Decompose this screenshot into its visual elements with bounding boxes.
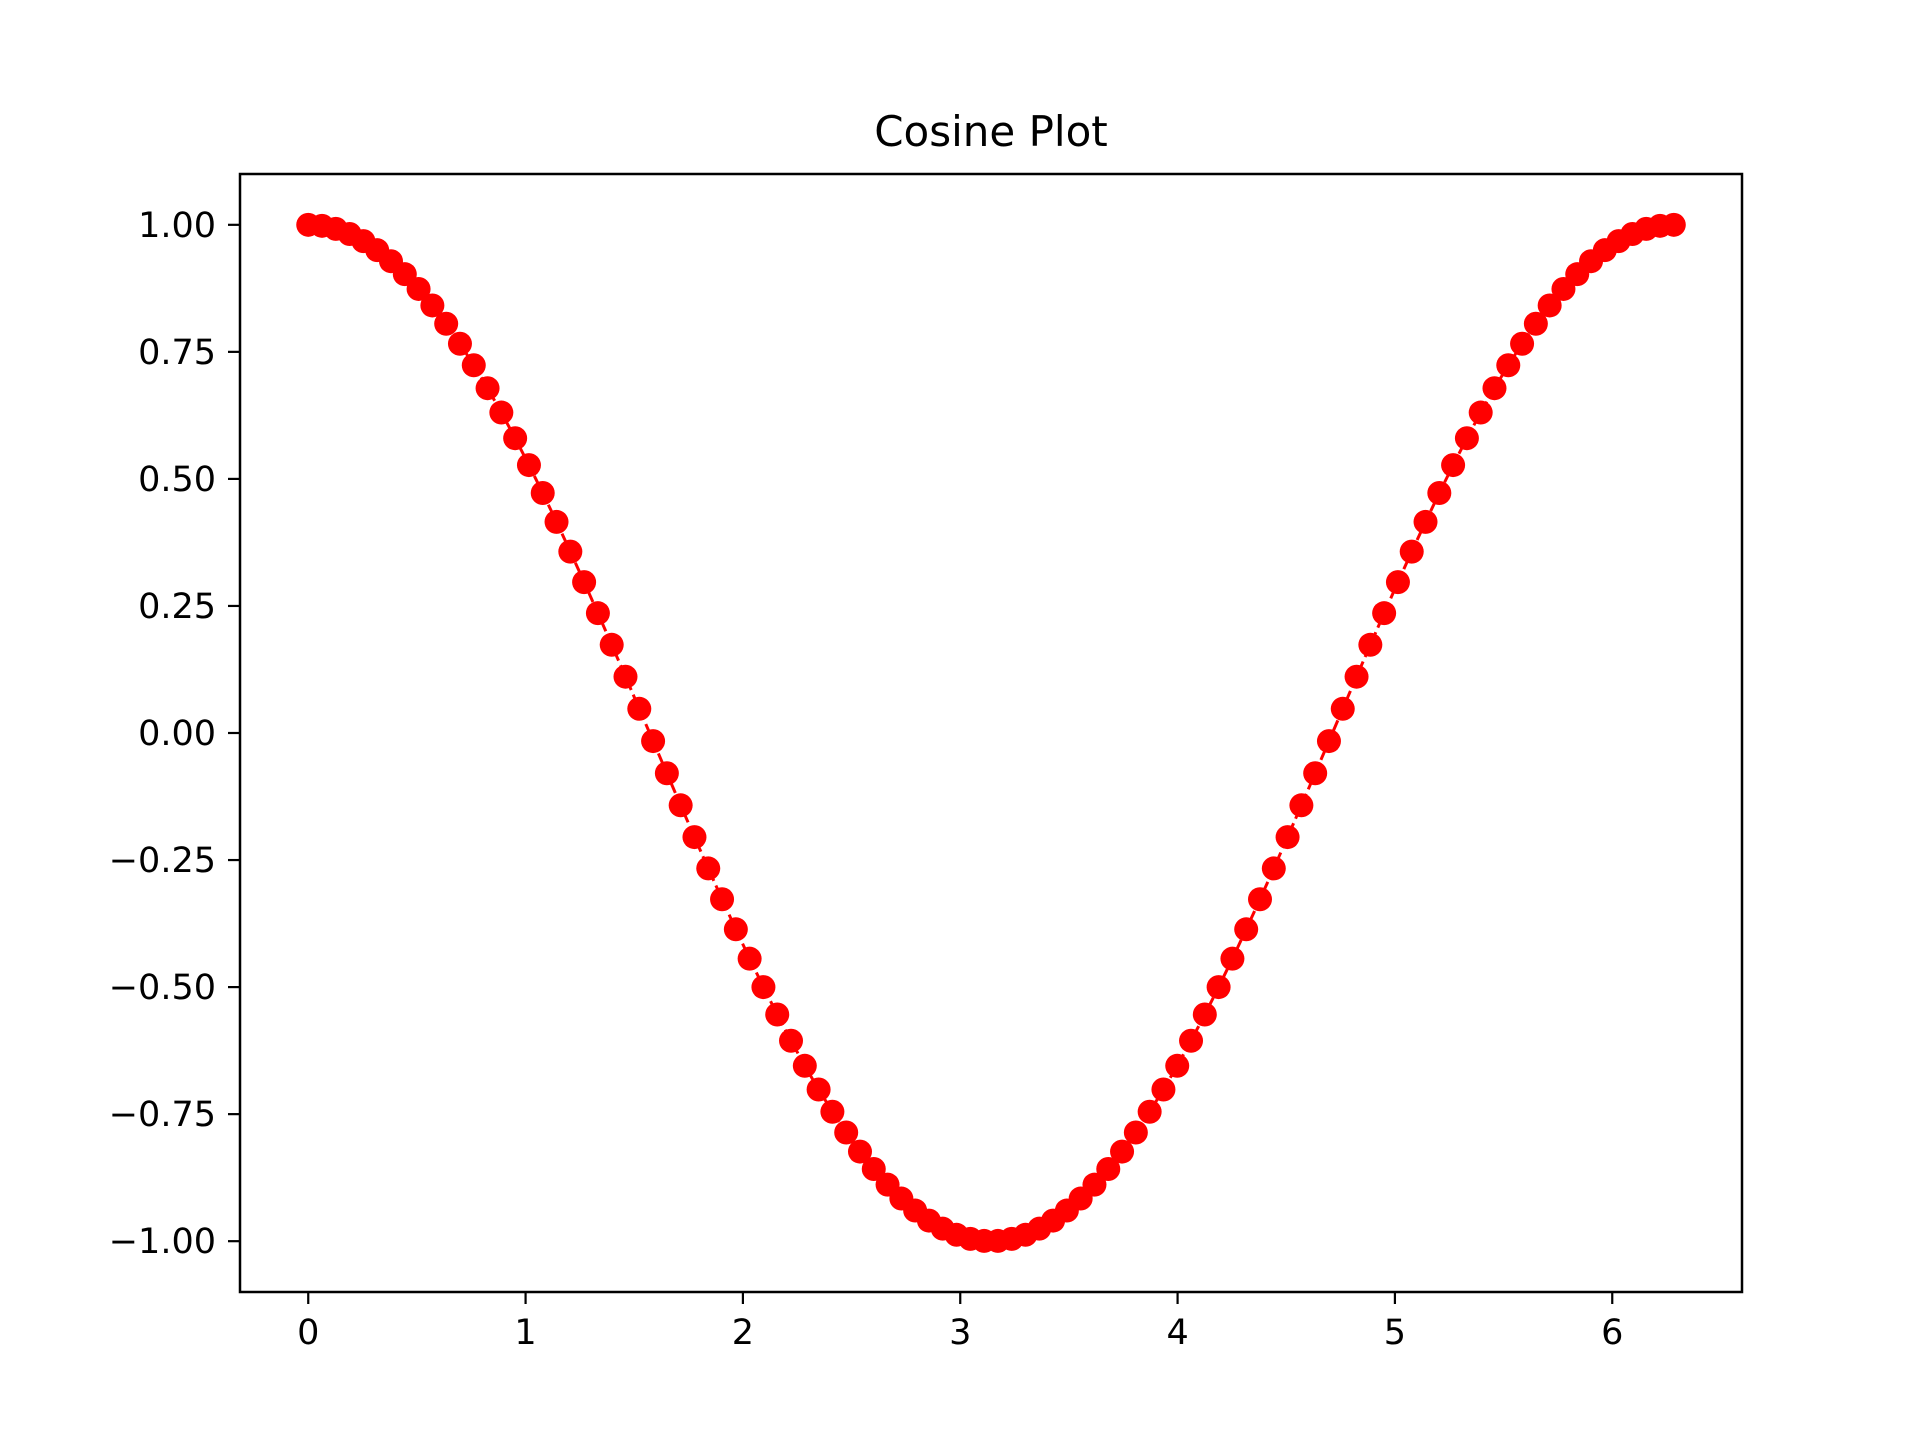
data-point (627, 696, 652, 721)
data-point (475, 376, 500, 401)
data-point (1372, 601, 1397, 626)
y-tick-label: −1.00 (109, 1222, 216, 1262)
y-tick-label: 0.00 (138, 714, 216, 754)
data-point (1358, 632, 1383, 657)
data-point (447, 331, 472, 356)
data-point (406, 276, 431, 301)
data-point (544, 509, 569, 534)
data-point (1303, 761, 1328, 786)
data-point (1661, 212, 1686, 237)
y-tick-label: −0.75 (109, 1095, 216, 1135)
data-point (585, 601, 610, 626)
data-point (1454, 426, 1479, 451)
x-tick-label: 1 (514, 1313, 536, 1353)
x-tick-label: 2 (732, 1313, 754, 1353)
x-tick-label: 0 (297, 1313, 319, 1353)
data-point (1137, 1099, 1162, 1124)
series-layer (296, 212, 1686, 1253)
data-point (1165, 1053, 1190, 1078)
data-point (1192, 1002, 1217, 1027)
data-point (1441, 453, 1466, 478)
data-point (558, 539, 583, 564)
data-point (1330, 696, 1355, 721)
data-point (723, 917, 748, 942)
data-point (820, 1099, 845, 1124)
data-point (420, 293, 445, 318)
data-point (1110, 1139, 1135, 1164)
data-point (1385, 570, 1410, 595)
data-point (1523, 311, 1548, 336)
data-point (861, 1157, 886, 1182)
data-point (641, 729, 666, 754)
data-point (1537, 293, 1562, 318)
data-point (1248, 887, 1272, 912)
data-point (710, 887, 735, 912)
data-point (461, 353, 486, 378)
data-point (654, 761, 679, 786)
data-point (1220, 946, 1245, 971)
y-tick-label: 0.25 (138, 587, 216, 627)
data-point (1316, 729, 1341, 754)
data-point (792, 1053, 817, 1078)
y-axis: 1.00 0.75 0.50 0.25 0.00 −0.25 −0.50 −0.75 −1.00 (109, 206, 240, 1262)
data-point (1344, 664, 1369, 689)
data-point (503, 426, 528, 451)
data-point (1482, 376, 1507, 401)
y-tick-label: −0.25 (109, 841, 216, 881)
data-point (765, 1002, 790, 1027)
data-point (572, 570, 597, 595)
data-point (834, 1120, 859, 1145)
data-point (1179, 1028, 1204, 1053)
chart-title: Cosine Plot (874, 107, 1108, 156)
x-tick-label: 3 (949, 1313, 971, 1353)
data-point (1096, 1157, 1121, 1182)
x-tick-label: 4 (1166, 1313, 1188, 1353)
data-point (737, 946, 762, 971)
data-point (1427, 480, 1452, 505)
data-point (806, 1077, 831, 1102)
data-point (1413, 509, 1438, 534)
data-point (682, 825, 707, 850)
data-point (1496, 353, 1521, 378)
data-point (434, 311, 459, 336)
x-axis: 0 1 2 3 4 5 6 (297, 1292, 1623, 1353)
data-point (1289, 793, 1314, 818)
data-point (489, 400, 514, 425)
data-point (1261, 856, 1286, 881)
data-point (1468, 400, 1493, 425)
data-point (1275, 825, 1300, 850)
y-tick-label: 1.00 (138, 206, 216, 246)
data-point (1151, 1077, 1176, 1102)
y-tick-label: −0.50 (109, 968, 216, 1008)
data-point (1234, 917, 1259, 942)
data-point (1510, 331, 1535, 356)
data-point (751, 975, 776, 1000)
y-tick-label: 0.75 (138, 333, 216, 373)
y-tick-label: 0.50 (138, 460, 216, 500)
data-point (779, 1028, 804, 1053)
data-point (847, 1139, 872, 1164)
data-point (1206, 975, 1231, 1000)
data-point (668, 793, 693, 818)
data-point (516, 453, 541, 478)
data-point (1082, 1172, 1107, 1197)
data-point (696, 856, 721, 881)
data-point (1399, 539, 1424, 564)
x-tick-label: 5 (1384, 1313, 1406, 1353)
data-point (599, 632, 624, 657)
data-point (1123, 1120, 1148, 1145)
data-point (613, 664, 638, 689)
x-tick-label: 6 (1601, 1313, 1623, 1353)
data-point (530, 480, 555, 505)
